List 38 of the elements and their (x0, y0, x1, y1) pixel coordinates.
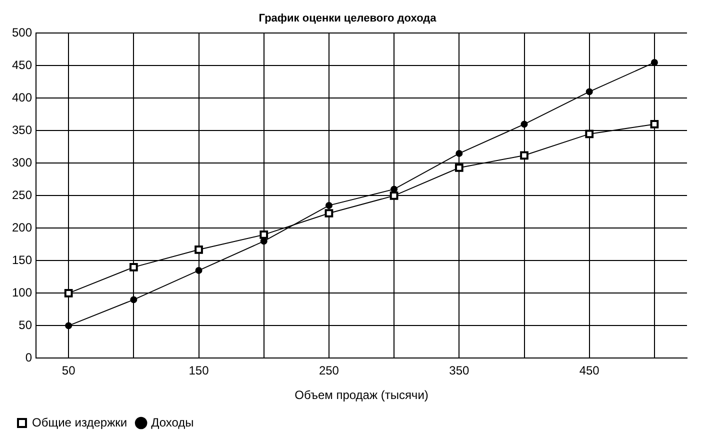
point (129, 263, 138, 272)
y-tick-label: 200 (12, 220, 32, 235)
point (650, 120, 659, 128)
y-tick-label: 500 (12, 26, 32, 40)
point (195, 266, 202, 274)
legend-label: Доходы (151, 415, 194, 430)
point (65, 322, 72, 330)
y-tick-label: 400 (12, 90, 32, 105)
point (456, 150, 463, 157)
y-tick-label: 0 (25, 350, 32, 365)
point (325, 202, 332, 209)
y-tick-label: 150 (12, 253, 32, 268)
x-tick-label: 450 (579, 364, 600, 378)
point (586, 88, 593, 96)
point (324, 209, 334, 218)
point (520, 151, 528, 160)
point (390, 192, 398, 200)
x-tick-label: 350 (449, 364, 470, 378)
point (520, 120, 528, 128)
x-tick-label: 150 (188, 364, 210, 378)
point (454, 164, 464, 172)
point (194, 245, 203, 254)
y-tick-label: 450 (12, 58, 32, 72)
x-tick-label: 50 (62, 364, 76, 378)
x-tick-label: 250 (318, 364, 340, 378)
y-tick-label: 350 (12, 123, 32, 138)
y-tick-label: 300 (12, 156, 32, 170)
point (64, 289, 73, 298)
chart-title: График оценки целевого дохода (258, 12, 438, 25)
x-axis-title: Объем продаж (тысячи) (294, 388, 428, 402)
legend-label: Общие издержки (32, 415, 128, 430)
y-tick-label: 250 (12, 188, 32, 202)
y-tick-label: 100 (12, 286, 32, 300)
point (260, 230, 268, 239)
y-tick-label: 50 (18, 318, 32, 332)
point (650, 58, 658, 66)
point (130, 296, 138, 304)
point (585, 130, 594, 138)
